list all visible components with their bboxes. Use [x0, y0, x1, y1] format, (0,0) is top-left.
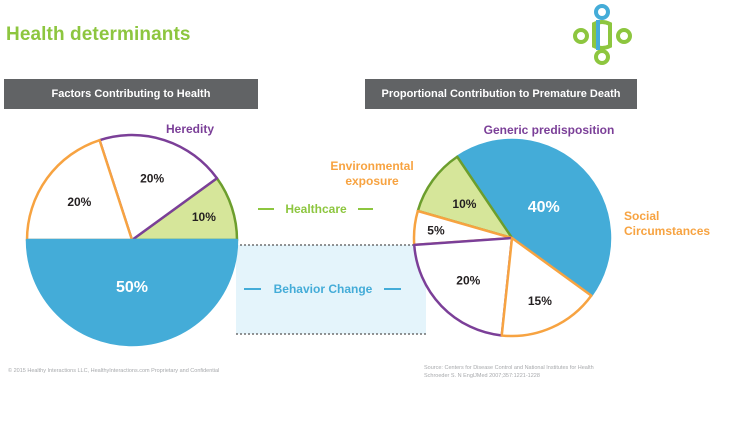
heredity-label: Heredity: [166, 122, 214, 136]
right-pie-slice-4: [500, 236, 593, 338]
source-line-1: Source: Centers for Disease Control and …: [424, 365, 594, 371]
page-title: Health determinants: [6, 24, 191, 45]
left-pie-slice-label-3: 50%: [116, 279, 148, 296]
right-pie-slice-label-0: 40%: [528, 199, 560, 216]
environmental-label-line2: exposure: [345, 174, 399, 188]
left-pie-slice-3: [25, 238, 239, 347]
environmental-label-line1: Environmental: [330, 159, 413, 173]
left-pie-slice-1: [98, 133, 219, 242]
healthcare-label: Healthcare: [285, 202, 347, 216]
right-pie-slice-3: [412, 236, 514, 337]
source-note: Source: Centers for Disease Control and …: [424, 364, 594, 380]
left-pie-slice-label-1: 20%: [140, 172, 164, 186]
behavior-label: Behavior Change: [274, 282, 373, 296]
right-pie-slice-label-2: 5%: [427, 224, 445, 238]
copyright-note: © 2015 Healthy Interactions LLC, Healthy…: [8, 368, 220, 374]
social-label-line1: Social: [624, 209, 659, 223]
left-pie-slice-2: [25, 138, 134, 242]
logo-icon: [573, 4, 632, 65]
left-chart-header: Factors Contributing to Health: [4, 79, 258, 109]
right-pie-slice-label-3: 20%: [456, 274, 480, 288]
social-label-line2: Circumstances: [624, 224, 710, 238]
left-pie-slice-label-0: 10%: [192, 210, 216, 224]
right-pie-slice-label-4: 15%: [528, 294, 552, 308]
right-chart-header: Proportional Contribution to Premature D…: [365, 79, 637, 109]
left-pie: 10% 20% 20% 50%: [25, 133, 239, 347]
generic-label: Generic predisposition: [484, 123, 615, 137]
right-pie-slice-label-1: 10%: [452, 197, 476, 211]
left-pie-slice-label-2: 20%: [67, 195, 91, 209]
right-pie: 40% 10% 5% 20% 15%: [412, 138, 612, 338]
right-pie-slice-0: [455, 138, 612, 297]
source-line-2: Schroeder S. N EnglJMed 2007;357:1221-12…: [424, 373, 540, 379]
